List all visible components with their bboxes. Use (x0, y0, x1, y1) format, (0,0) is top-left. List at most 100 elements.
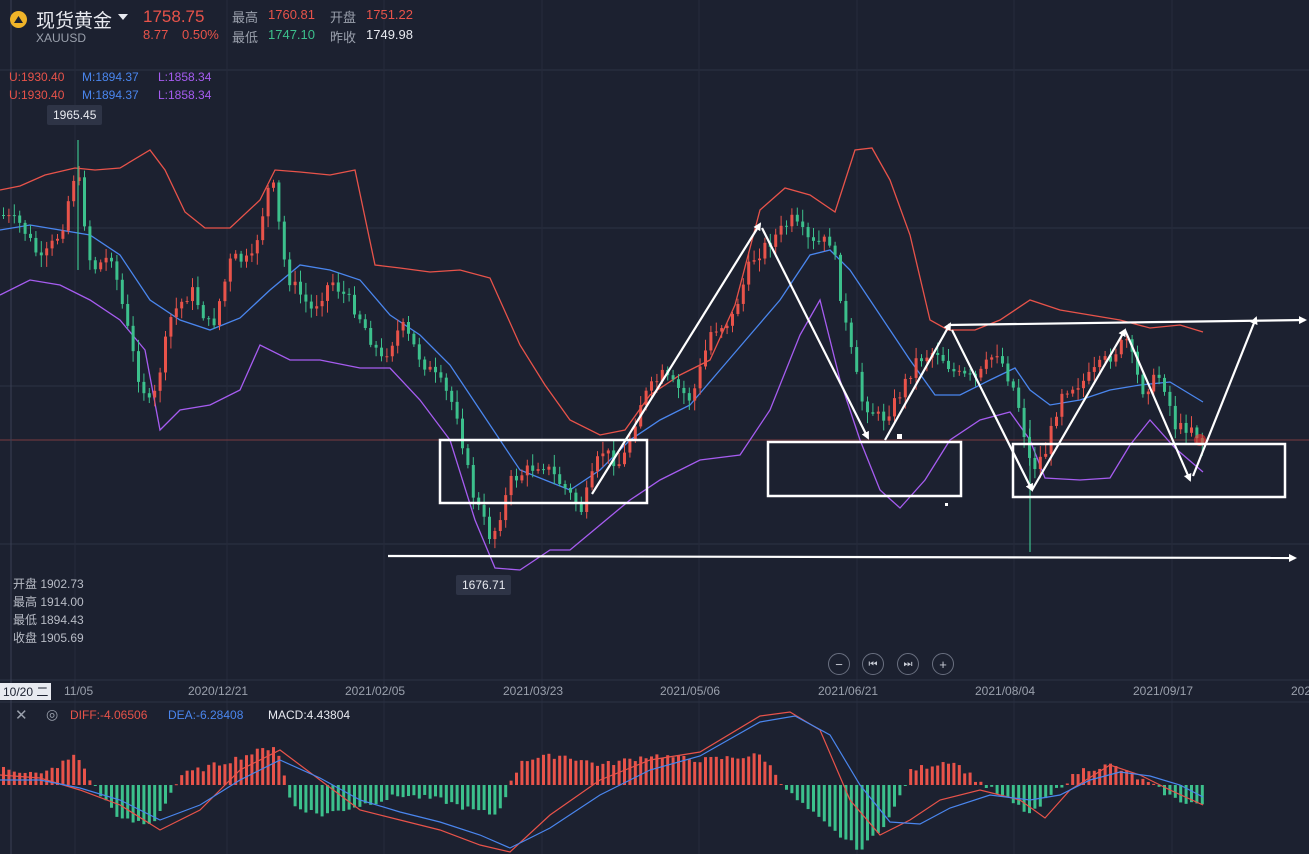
candle-body-145 (785, 225, 788, 227)
macd-bar-164 (887, 785, 891, 818)
boll-lower-line (0, 279, 1204, 571)
macd-bar-78 (423, 785, 427, 795)
macd-bar-111 (601, 763, 605, 785)
candle-body-96 (520, 475, 524, 481)
macd-bar-108 (585, 760, 589, 785)
macd-bar-50 (272, 747, 275, 785)
macd-bar-138 (747, 756, 751, 785)
macd-bar-156 (844, 785, 848, 840)
macd-bar-194 (1049, 785, 1053, 795)
candle-body-136 (736, 303, 740, 314)
macd-bar-92 (498, 785, 502, 809)
macd-bar-75 (407, 785, 410, 797)
macd-bar-179 (968, 772, 972, 785)
candle-body-202 (1092, 367, 1096, 372)
macd-bar-124 (671, 757, 675, 785)
symbol-name[interactable]: 现货黄金 (36, 11, 113, 32)
candle-body-39 (212, 318, 216, 326)
macd-bar-198 (1071, 773, 1075, 785)
macd-bar-195 (1055, 785, 1058, 788)
macd-bar-35 (191, 770, 194, 785)
candle-body-35 (191, 287, 194, 302)
candle-body-46 (250, 253, 254, 256)
candle-body-134 (725, 325, 729, 329)
macd-bar-77 (417, 785, 421, 799)
chevron-down-icon[interactable] (118, 14, 128, 20)
macd-bar-1 (7, 769, 11, 785)
candle-body-161 (871, 412, 875, 414)
macd-bar-32 (174, 784, 178, 786)
macd-bar-192 (1038, 785, 1042, 807)
macd-bar-106 (574, 760, 578, 785)
candle-body-0 (2, 215, 5, 216)
scroll-right-button[interactable]: ⏭ (897, 653, 919, 675)
macd-bar-90 (488, 785, 491, 815)
macd-bar-140 (758, 754, 761, 785)
macd-bar-204 (1103, 764, 1107, 785)
zoom-out-button[interactable]: − (828, 653, 850, 675)
candle-body-130 (704, 350, 707, 367)
candle-body-98 (531, 465, 535, 471)
low-value: 1747.10 (268, 27, 315, 42)
candle-body-196 (1060, 393, 1064, 417)
candle-body-129 (698, 366, 702, 389)
candle-body-207 (1119, 339, 1123, 355)
macd-bar-10 (56, 768, 59, 785)
cursor-high: 最高 1914.00 (13, 595, 84, 609)
macd-bar-175 (947, 763, 950, 785)
candle-body-152 (822, 236, 826, 242)
candle-body-220 (1190, 427, 1193, 433)
candle-body-174 (941, 355, 945, 361)
candle-body-164 (887, 416, 891, 421)
macd-bar-107 (579, 760, 583, 785)
candle-body-67 (363, 319, 367, 328)
candle-body-105 (569, 487, 572, 493)
candle-body-74 (401, 321, 405, 331)
bollinger-bands (0, 147, 1204, 571)
x-tick-7: 202 (1291, 684, 1309, 698)
candle-body-79 (428, 366, 432, 370)
macd-bar-152 (822, 785, 826, 822)
macd-bar-118 (639, 756, 643, 785)
candle-body-62 (336, 282, 340, 292)
macd-bar-81 (439, 785, 443, 798)
scroll-left-button[interactable]: ⏮ (862, 653, 884, 675)
candle-body-89 (482, 504, 486, 517)
up-arrow-1 (591, 222, 762, 495)
macd-bar-210 (1136, 779, 1139, 785)
last-price: 1758.75 (143, 7, 205, 26)
candle-body-97 (525, 465, 529, 476)
settings-icon[interactable]: ◎ (46, 706, 59, 722)
candle-body-132 (714, 331, 718, 333)
candle-body-120 (650, 381, 653, 391)
candle-body-124 (671, 375, 675, 380)
gold-icon (10, 11, 27, 28)
macd-bar-186 (1006, 785, 1010, 798)
candle-body-218 (1179, 422, 1183, 430)
close-icon[interactable]: ✕ (15, 707, 28, 724)
candle-body-175 (947, 360, 950, 370)
macd-bar-199 (1076, 774, 1080, 785)
macd-bar-21 (115, 785, 119, 817)
candle-body-78 (423, 359, 427, 370)
macd-bar-121 (655, 754, 659, 785)
candle-body-3 (18, 215, 22, 223)
macd-bar-31 (169, 785, 173, 793)
macd-bar-206 (1114, 766, 1118, 785)
macd-bar-165 (893, 785, 896, 807)
candle-body-181 (979, 368, 983, 378)
up-arrow-2 (884, 322, 951, 441)
macd-bar-20 (110, 785, 113, 808)
boll-middle-legend-2: M:1894.37 (82, 88, 139, 102)
macd-bar-8 (45, 770, 49, 785)
macd-bar-39 (212, 762, 216, 785)
zoom-in-button[interactable]: + (932, 653, 954, 675)
candle-body-36 (196, 287, 200, 306)
x-tick-5: 2021/08/04 (975, 684, 1036, 698)
macd-bar-87 (471, 785, 475, 810)
macd-bar-143 (774, 774, 778, 785)
down-arrow-3 (1123, 329, 1192, 482)
candle-body-16 (88, 226, 92, 261)
candle-body-30 (164, 336, 167, 373)
